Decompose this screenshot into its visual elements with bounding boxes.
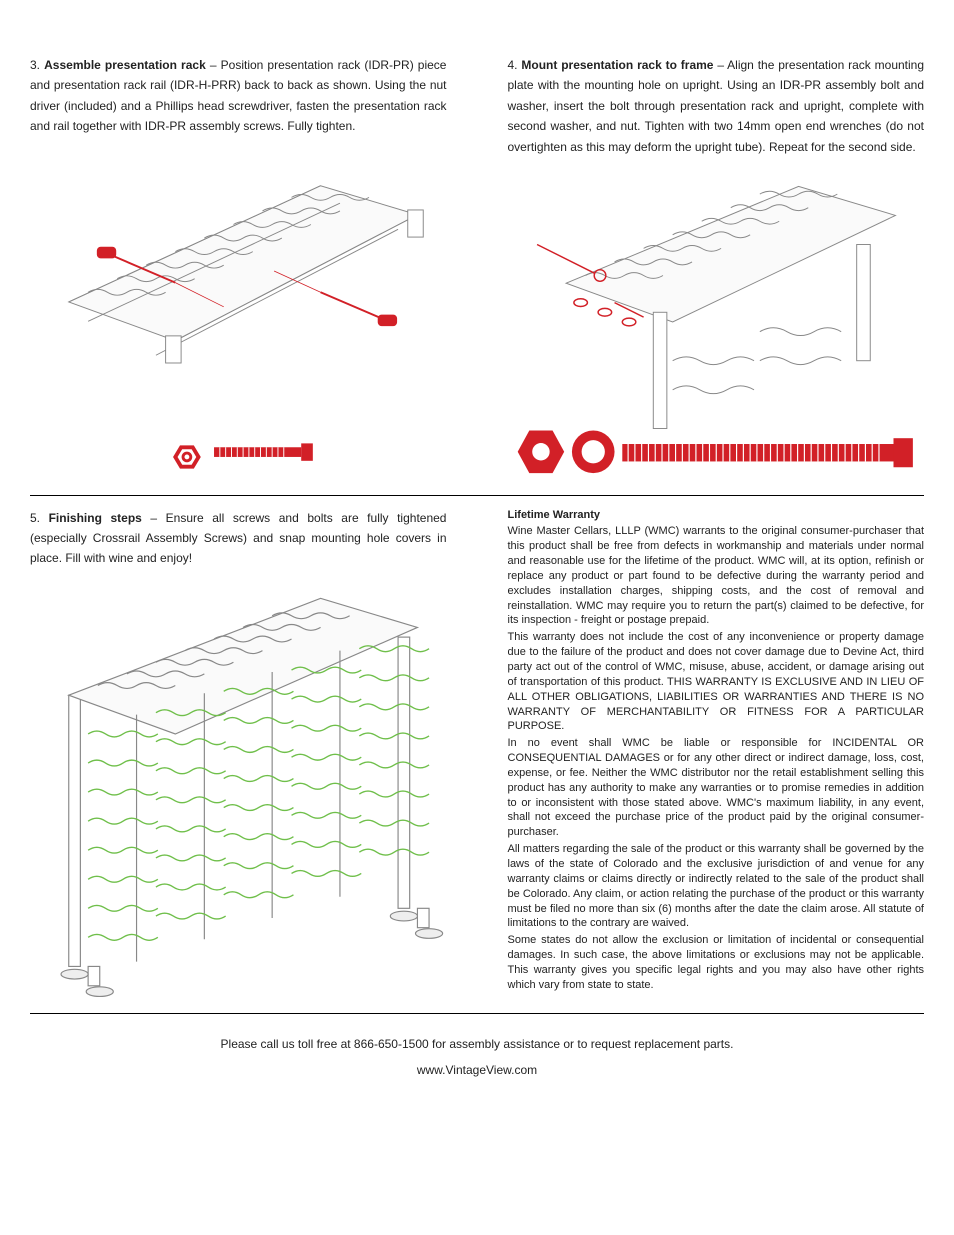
step3-figure bbox=[30, 147, 447, 486]
warranty-column: Lifetime Warranty Wine Master Cellars, L… bbox=[508, 508, 925, 1005]
bottom-row: 5. Finishing steps – Ensure all screws a… bbox=[30, 508, 924, 1005]
step4-title: Mount presentation rack to frame bbox=[521, 58, 713, 72]
warranty-heading-text: Lifetime Warranty bbox=[508, 509, 601, 521]
step3-text: 3. Assemble presentation rack – Position… bbox=[30, 55, 447, 137]
warranty-heading: Lifetime Warranty bbox=[508, 508, 925, 523]
step4-column: 4. Mount presentation rack to frame – Al… bbox=[508, 55, 925, 487]
step5-text: 5. Finishing steps – Ensure all screws a… bbox=[30, 508, 447, 569]
step5-title: Finishing steps bbox=[49, 511, 142, 525]
step4-figure bbox=[508, 167, 925, 487]
warranty-p3: In no event shall WMC be liable or respo… bbox=[508, 736, 925, 840]
top-row: 3. Assemble presentation rack – Position… bbox=[30, 55, 924, 487]
step3-title: Assemble presentation rack bbox=[44, 58, 206, 72]
footer-phone-line: Please call us toll free at 866-650-1500… bbox=[30, 1034, 924, 1054]
warranty-p1: Wine Master Cellars, LLLP (WMC) warrants… bbox=[508, 524, 925, 628]
warranty-p4: All matters regarding the sale of the pr… bbox=[508, 842, 925, 931]
warranty-p2: This warranty does not include the cost … bbox=[508, 630, 925, 734]
step5-figure bbox=[30, 579, 447, 1005]
footer: Please call us toll free at 866-650-1500… bbox=[30, 1034, 924, 1081]
step5-column: 5. Finishing steps – Ensure all screws a… bbox=[30, 508, 447, 1005]
horizontal-divider-1 bbox=[30, 495, 924, 496]
footer-url: www.VintageView.com bbox=[30, 1060, 924, 1080]
warranty-p5: Some states do not allow the exclusion o… bbox=[508, 933, 925, 992]
step4-body: – Align the presentation rack mounting p… bbox=[508, 58, 925, 154]
step3-column: 3. Assemble presentation rack – Position… bbox=[30, 55, 447, 487]
step5-num: 5. bbox=[30, 511, 40, 525]
horizontal-divider-2 bbox=[30, 1013, 924, 1014]
step4-text: 4. Mount presentation rack to frame – Al… bbox=[508, 55, 925, 157]
step3-num: 3. bbox=[30, 58, 40, 72]
step4-num: 4. bbox=[508, 58, 518, 72]
